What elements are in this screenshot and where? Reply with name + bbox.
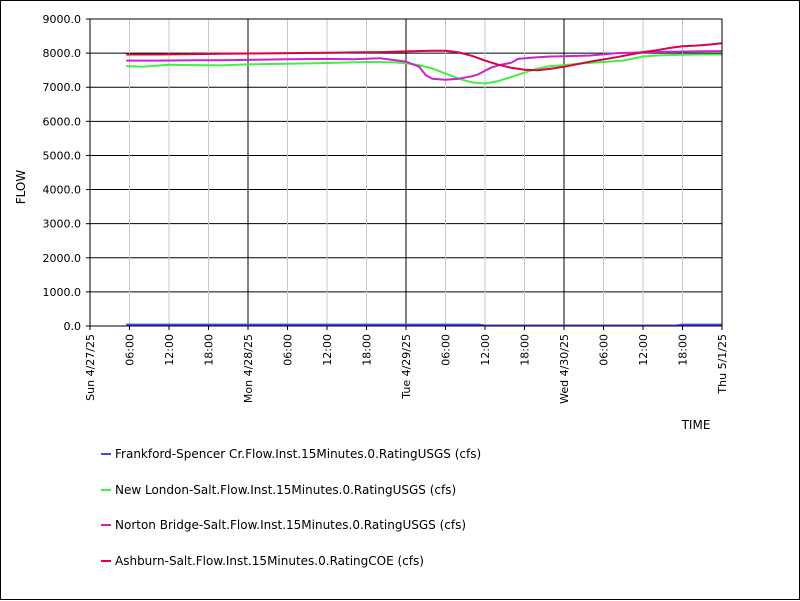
y-axis-ticks: 0.0 1000.0 2000.0 3000.0 4000.0 5000.0 6000.0 7… xyxy=(43,13,90,333)
y-tick-label: 3000.0 xyxy=(43,218,82,231)
x-tick-label: 06:00 xyxy=(124,334,137,366)
x-tick-label: 06:00 xyxy=(440,334,453,366)
y-tick-label: 0.0 xyxy=(64,320,82,333)
series-line xyxy=(126,42,723,72)
x-tick-label: Mon 4/28/25 xyxy=(242,334,255,403)
x-tick-label: 18:00 xyxy=(203,334,216,366)
x-tick-label: 12:00 xyxy=(479,334,492,366)
legend-item: Norton Bridge-Salt.Flow.Inst.15Minutes.0… xyxy=(101,516,481,534)
y-tick-label: 1000.0 xyxy=(43,286,82,299)
legend-item: New London-Salt.Flow.Inst.15Minutes.0.Ra… xyxy=(101,481,481,499)
x-tick-label: Tue 4/29/25 xyxy=(400,334,413,400)
x-axis-title: TIME xyxy=(681,418,711,432)
series-line xyxy=(126,50,723,81)
x-tick-label: Sun 4/27/25 xyxy=(84,334,97,401)
legend-swatch xyxy=(101,559,111,562)
legend-swatch xyxy=(101,524,111,526)
x-axis-ticks: Sun 4/27/25 06:00 12:00 18:00 Mon 4/28/25 06:… xyxy=(84,326,729,404)
legend-label: Norton Bridge-Salt.Flow.Inst.15Minutes.0… xyxy=(115,518,467,532)
x-tick-label: Wed 4/30/25 xyxy=(558,334,571,404)
series-layer xyxy=(126,42,723,327)
x-tick-label: 18:00 xyxy=(677,334,690,366)
x-tick-label: 06:00 xyxy=(282,334,295,366)
legend-label: Frankford-Spencer Cr.Flow.Inst.15Minutes… xyxy=(115,447,482,461)
legend-label: New London-Salt.Flow.Inst.15Minutes.0.Ra… xyxy=(115,482,457,497)
y-tick-label: 7000.0 xyxy=(43,81,82,94)
x-tick-label: 18:00 xyxy=(361,334,374,366)
y-tick-label: 5000.0 xyxy=(43,149,82,162)
series-line xyxy=(126,323,722,327)
legend-item: Frankford-Spencer Cr.Flow.Inst.15Minutes… xyxy=(101,445,481,463)
y-tick-label: 8000.0 xyxy=(43,47,82,60)
legend-swatch xyxy=(101,453,111,455)
y-tick-label: 2000.0 xyxy=(43,252,82,265)
y-tick-label: 4000.0 xyxy=(43,184,82,197)
x-tick-label: 12:00 xyxy=(321,334,334,366)
legend: Frankford-Spencer Cr.Flow.Inst.15Minutes… xyxy=(101,445,481,587)
x-tick-label: 12:00 xyxy=(637,334,650,366)
y-axis-title: FLOW xyxy=(14,170,28,205)
legend-label: Ashburn-Salt.Flow.Inst.15Minutes.0.Ratin… xyxy=(115,553,424,568)
x-tick-label: 06:00 xyxy=(598,334,611,366)
legend-item: Ashburn-Salt.Flow.Inst.15Minutes.0.Ratin… xyxy=(101,552,481,570)
x-tick-label: 12:00 xyxy=(163,334,176,366)
y-tick-label: 9000.0 xyxy=(43,13,82,26)
legend-swatch xyxy=(101,488,111,491)
x-tick-label: 18:00 xyxy=(519,334,532,366)
x-tick-label: Thu 5/1/25 xyxy=(716,334,729,395)
y-tick-label: 6000.0 xyxy=(43,115,82,128)
grid-layer xyxy=(89,18,723,327)
series-line xyxy=(126,53,722,85)
